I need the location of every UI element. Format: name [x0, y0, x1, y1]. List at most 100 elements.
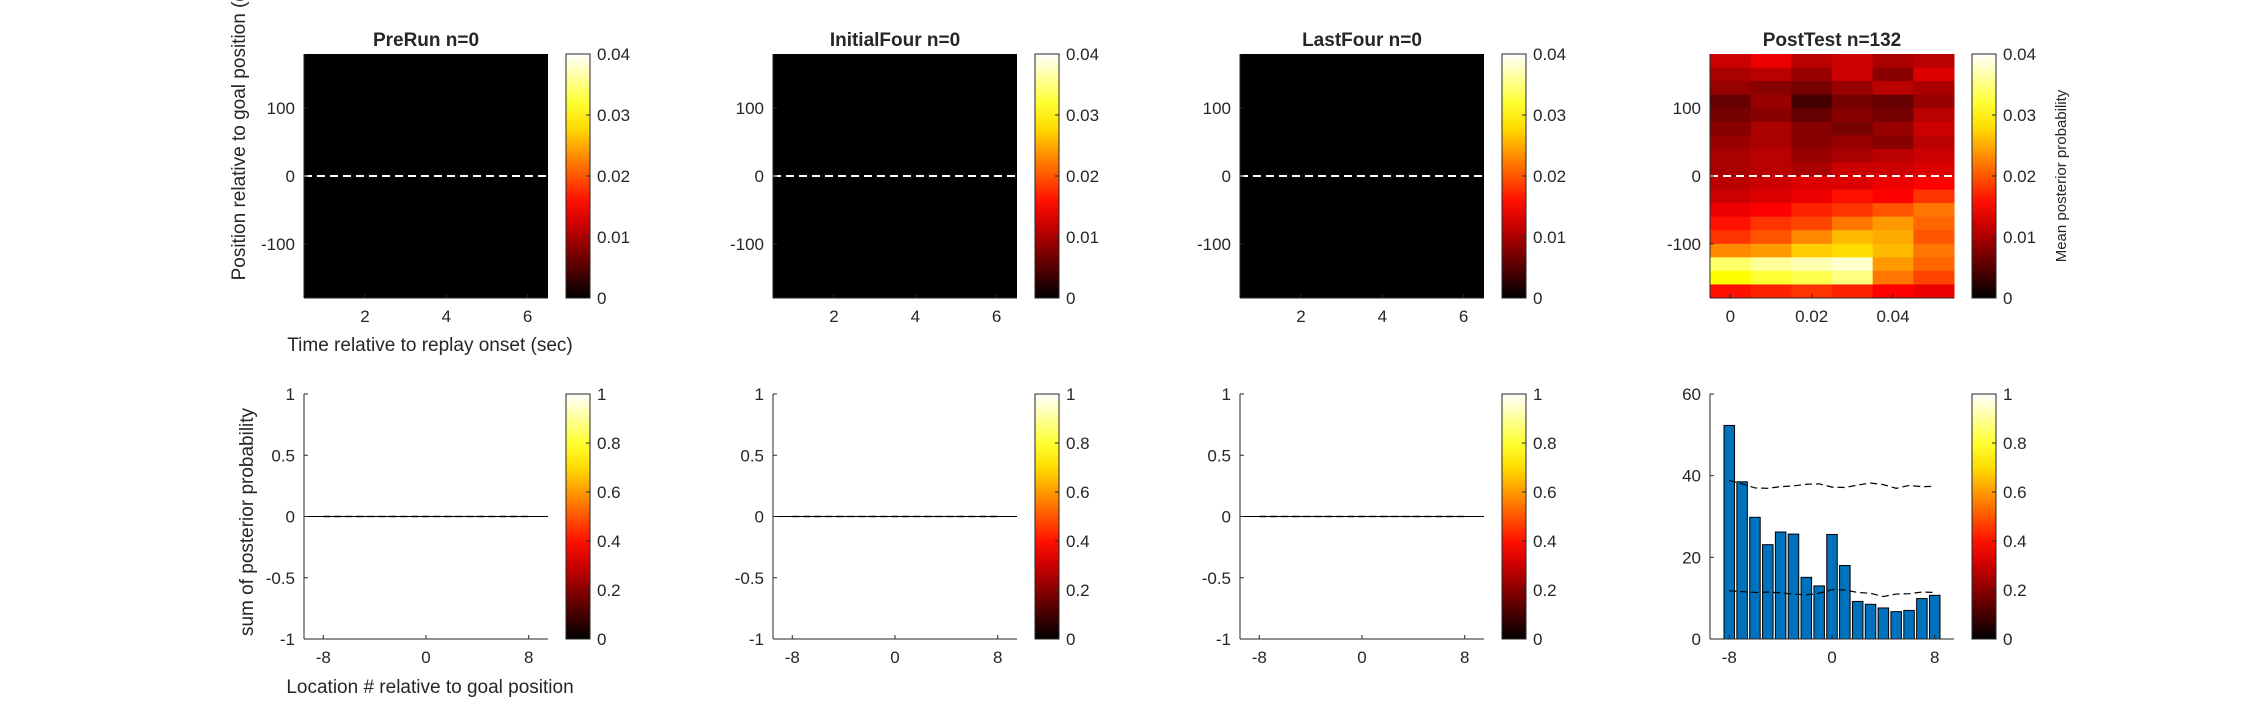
- colorbar-tick-label: 0.2: [1533, 581, 1557, 600]
- subplot-4: 0 0.02 0.04 100 0 -100 PostTest n=132 0 0.01 0.02…: [1667, 30, 2036, 326]
- heatmap-cell: [1791, 67, 1833, 82]
- heatmap-cell: [1913, 203, 1955, 218]
- heatmap-cell: [1872, 284, 1914, 299]
- colorbar: [1501, 393, 1527, 640]
- bar: [1877, 607, 1890, 640]
- heatmap-cell: [1832, 121, 1874, 136]
- y-tick-label: 100: [736, 99, 764, 118]
- upper-shuffle-line: [1729, 479, 1935, 489]
- y-tick-label: 0: [1692, 630, 1701, 649]
- heatmap-cell: [1832, 176, 1874, 191]
- colorbar-tick-label: 0.8: [1066, 434, 1090, 453]
- heatmap-cell: [1791, 162, 1833, 177]
- heatmap-cell: [1832, 94, 1874, 109]
- heatmap-cell: [1750, 94, 1792, 109]
- colorbar-tick-label: 0.6: [1066, 483, 1090, 502]
- colorbar-tick-label: 0.02: [597, 167, 630, 186]
- y-tick-label: 100: [267, 99, 295, 118]
- subplot-5: -8 0 8 1 0.5 0 -0.5 -1 0 0.2 0.4 0.6 0.8 1: [266, 385, 621, 667]
- heatmap-cell: [1872, 67, 1914, 82]
- colorbar-tick-label: 0.03: [1066, 106, 1099, 125]
- heatmap-cell: [1913, 135, 1955, 150]
- heatmap-cell: [1913, 94, 1955, 109]
- colorbar-tick-label: 0.6: [2003, 483, 2027, 502]
- x-tick-label: 4: [911, 307, 920, 326]
- heatmap-cell: [1710, 81, 1752, 96]
- heatmap-cell: [1750, 284, 1792, 299]
- heatmap-cell: [1913, 243, 1955, 258]
- subplot-8: -8 0 8 60 40 20 0 0 0.2 0.4 0.6 0.8 1: [1682, 385, 2027, 667]
- heatmap-cell: [1832, 108, 1874, 123]
- colorbar-tick-label: 1: [597, 385, 606, 404]
- heatmap-cell: [1791, 81, 1833, 96]
- subplot-title: PostTest n=132: [1763, 30, 1902, 51]
- shared-y-label-top: Position relative to goal position (deg): [229, 0, 250, 280]
- bar: [1813, 585, 1825, 640]
- y-tick-label: -100: [261, 235, 295, 254]
- colorbar-tick-label: 0.04: [2003, 45, 2036, 64]
- colorbar-tick-label: 0.01: [1066, 228, 1099, 247]
- subplot-1: 2 4 6 100 0 -100 PreRun n=0 0 0.01 0.02 0.03 0.04: [261, 30, 630, 326]
- colorbar-tick-label: 0.4: [1066, 532, 1090, 551]
- heatmap-cell: [1872, 176, 1914, 191]
- heatmap-cell: [1791, 257, 1833, 272]
- bar: [1723, 424, 1736, 640]
- x-tick-label: 0: [421, 648, 430, 667]
- heatmap-cell: [1913, 189, 1955, 204]
- subplot-2: 2 4 6 100 0 -100 InitialFour n=0 0 0.01 0.02 0.03 0…: [730, 30, 1099, 326]
- heatmap-cell: [1791, 135, 1833, 150]
- heatmap-cell: [1791, 176, 1833, 191]
- heatmap-cell: [1750, 270, 1792, 285]
- colorbar-tick-label: 0: [1066, 630, 1075, 649]
- bar: [1903, 609, 1915, 640]
- heatmap-cell: [1872, 121, 1914, 136]
- heatmap-cell: [1750, 189, 1792, 204]
- colorbar: [565, 393, 591, 640]
- heatmap-cell: [1872, 203, 1914, 218]
- y-tick-label: 100: [1203, 99, 1231, 118]
- heatmap-cell: [1872, 94, 1914, 109]
- heatmap-cell: [1791, 270, 1833, 285]
- y-tick-label: 60: [1682, 385, 1701, 404]
- y-tick-label: 0: [286, 508, 295, 527]
- heatmap-cell: [1710, 257, 1752, 272]
- heatmap-cell: [1913, 148, 1955, 163]
- x-tick-label: 2: [829, 307, 838, 326]
- heatmap-cell: [1791, 148, 1833, 163]
- x-tick-label: 8: [1930, 648, 1939, 667]
- colorbar-tick-label: 0.4: [597, 532, 621, 551]
- bar: [1774, 531, 1787, 640]
- heatmap-cell: [1791, 189, 1833, 204]
- y-tick-label: -0.5: [735, 569, 764, 588]
- subplot-7: -8 0 8 1 0.5 0 -0.5 -1 0 0.2 0.4 0.6 0.8 1: [1202, 385, 1557, 667]
- y-tick-label: 0: [1692, 167, 1701, 186]
- heatmap-cell: [1872, 54, 1914, 69]
- colorbar-tick-label: 1: [1533, 385, 1542, 404]
- x-tick-label: 6: [1459, 307, 1468, 326]
- x-tick-label: 0: [1726, 307, 1735, 326]
- y-tick-label: -100: [1667, 235, 1701, 254]
- heatmap-cell: [1791, 94, 1833, 109]
- colorbar-tick-label: 1: [1066, 385, 1075, 404]
- heatmap-cell: [1791, 230, 1833, 245]
- heatmap-cell: [1791, 108, 1833, 123]
- heatmap-cell: [1750, 216, 1792, 231]
- x-tick-label: 2: [360, 307, 369, 326]
- heatmap-cell: [1832, 135, 1874, 150]
- colorbar-tick-label: 0: [2003, 630, 2012, 649]
- colorbar-tick-label: 0.03: [1533, 106, 1566, 125]
- x-tick-label: 0: [890, 648, 899, 667]
- x-tick-label: -8: [1252, 648, 1267, 667]
- heatmap-cell: [1710, 230, 1752, 245]
- colorbar-tick-label: 0.8: [1533, 434, 1557, 453]
- heatmap-cell: [1872, 270, 1914, 285]
- subplot-title: InitialFour n=0: [830, 30, 960, 51]
- heatmap-cell: [1872, 216, 1914, 231]
- colorbar-tick-label: 0: [597, 630, 606, 649]
- colorbar-tick-label: 0: [1533, 289, 1542, 308]
- heatmap-cell: [1750, 148, 1792, 163]
- heatmap-cell: [1750, 162, 1792, 177]
- y-tick-label: 0: [1222, 167, 1231, 186]
- heatmap-cell: [1832, 216, 1874, 231]
